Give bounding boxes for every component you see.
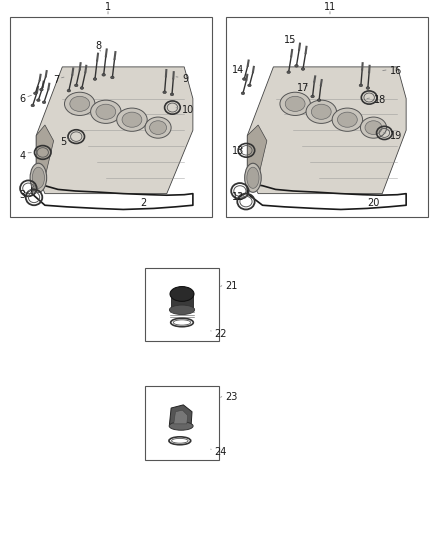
Bar [171, 294, 193, 308]
Ellipse shape [280, 92, 311, 116]
Text: 16: 16 [390, 66, 402, 76]
Ellipse shape [150, 121, 166, 134]
Polygon shape [36, 67, 193, 193]
Text: 11: 11 [324, 2, 336, 12]
Text: 14: 14 [232, 64, 244, 75]
Ellipse shape [42, 101, 46, 103]
Text: 7: 7 [53, 75, 59, 85]
Ellipse shape [359, 84, 363, 87]
Text: 23: 23 [226, 392, 238, 402]
Ellipse shape [360, 117, 387, 138]
Ellipse shape [306, 100, 336, 124]
Ellipse shape [74, 84, 78, 87]
Ellipse shape [70, 96, 90, 111]
Text: 5: 5 [60, 137, 67, 147]
Polygon shape [247, 125, 267, 178]
Text: 13: 13 [232, 147, 244, 156]
Text: 9: 9 [182, 74, 188, 84]
Text: 17: 17 [297, 83, 309, 93]
Ellipse shape [93, 78, 97, 80]
Ellipse shape [40, 88, 43, 91]
Ellipse shape [285, 96, 305, 111]
Ellipse shape [80, 87, 84, 90]
Polygon shape [174, 410, 187, 424]
Text: 2: 2 [141, 198, 147, 208]
Text: 8: 8 [95, 41, 101, 51]
Text: 1: 1 [105, 2, 111, 12]
Ellipse shape [332, 108, 363, 131]
Ellipse shape [163, 91, 166, 94]
Ellipse shape [170, 305, 194, 314]
Text: 22: 22 [215, 328, 227, 338]
Ellipse shape [96, 104, 116, 119]
Polygon shape [36, 125, 53, 178]
Text: 3: 3 [20, 190, 26, 200]
Ellipse shape [247, 167, 259, 188]
Polygon shape [247, 67, 406, 193]
Ellipse shape [37, 99, 40, 101]
Ellipse shape [248, 84, 251, 87]
Ellipse shape [117, 108, 147, 131]
Text: 20: 20 [367, 198, 379, 208]
Text: 12: 12 [232, 192, 244, 203]
Ellipse shape [111, 76, 114, 79]
Ellipse shape [30, 163, 47, 192]
Text: 19: 19 [390, 131, 402, 141]
Text: 18: 18 [374, 95, 386, 104]
Ellipse shape [366, 87, 370, 90]
Text: 6: 6 [20, 94, 26, 103]
Ellipse shape [311, 95, 314, 98]
Ellipse shape [311, 104, 331, 119]
Ellipse shape [64, 92, 95, 116]
Polygon shape [170, 405, 192, 425]
Ellipse shape [245, 163, 261, 192]
Ellipse shape [338, 112, 357, 127]
Ellipse shape [243, 78, 246, 80]
Bar [10, 17, 212, 217]
Ellipse shape [170, 287, 194, 301]
Ellipse shape [169, 422, 193, 430]
Ellipse shape [295, 64, 298, 67]
Bar [226, 17, 428, 217]
Ellipse shape [32, 167, 45, 188]
Ellipse shape [318, 99, 321, 101]
Ellipse shape [34, 92, 37, 95]
Ellipse shape [122, 112, 142, 127]
Ellipse shape [31, 104, 35, 107]
Ellipse shape [67, 90, 71, 92]
Ellipse shape [145, 117, 171, 138]
Bar [145, 268, 219, 342]
Text: 15: 15 [284, 36, 297, 45]
Ellipse shape [301, 68, 305, 70]
Text: 10: 10 [182, 105, 194, 115]
Text: 21: 21 [226, 281, 238, 291]
Ellipse shape [102, 74, 106, 76]
Text: 24: 24 [215, 447, 227, 457]
Ellipse shape [91, 100, 121, 124]
Ellipse shape [170, 93, 174, 95]
Ellipse shape [241, 92, 245, 95]
Ellipse shape [287, 71, 290, 74]
Text: 4: 4 [20, 151, 26, 160]
Ellipse shape [365, 121, 382, 134]
Bar [145, 386, 219, 461]
